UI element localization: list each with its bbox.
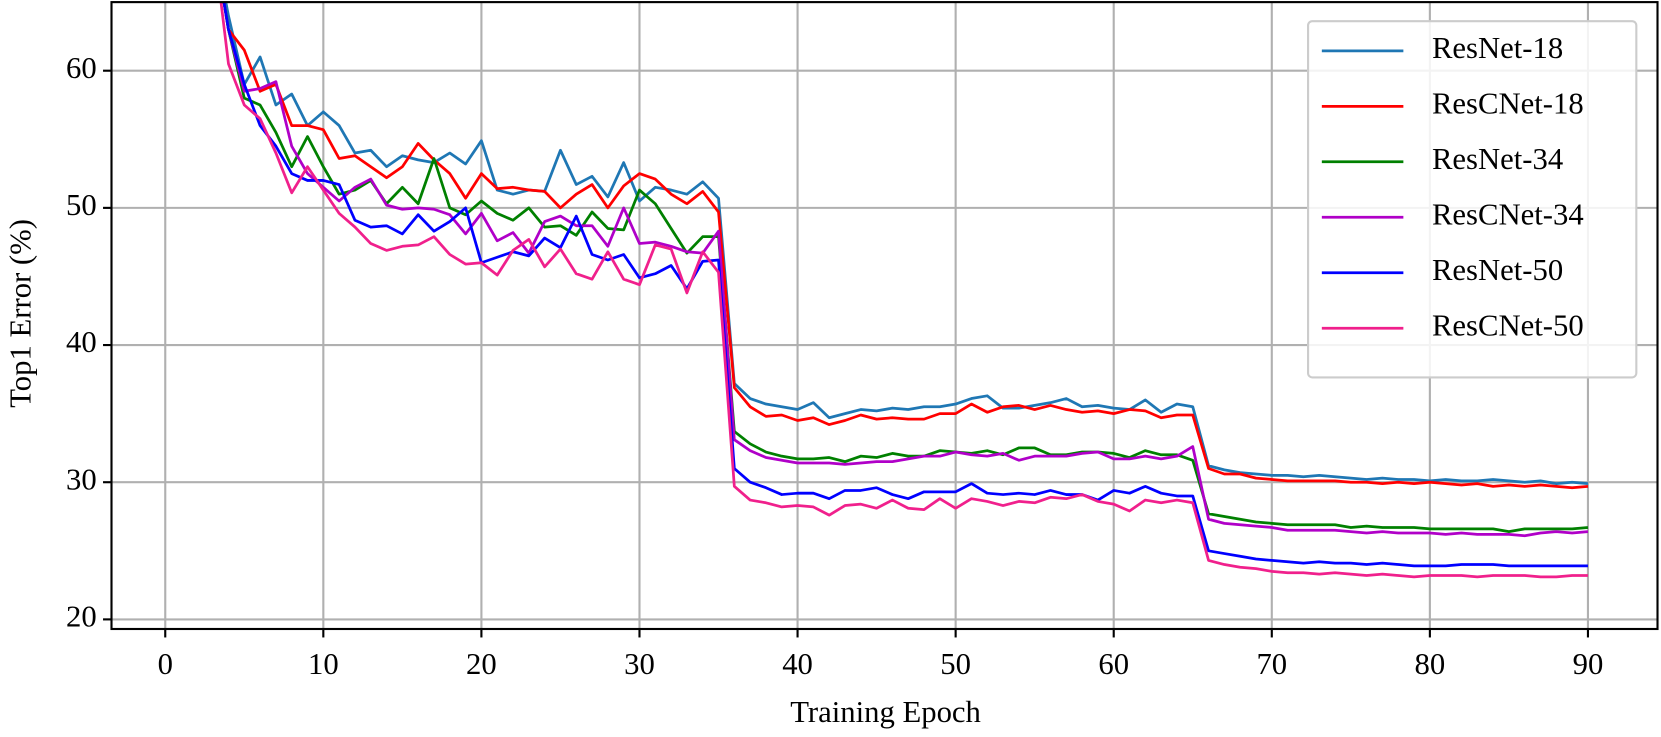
series-line	[222, 2, 1589, 533]
x-tick-label: 0	[158, 647, 173, 681]
legend-box	[1307, 20, 1638, 379]
x-tick-label: 10	[308, 647, 339, 681]
y-axis-label: Top1 Error (%)	[4, 219, 38, 408]
series-line	[222, 2, 1589, 490]
series-line	[219, 2, 1588, 579]
y-tick-label: 20	[66, 599, 97, 633]
legend-label: ResNet-18	[1432, 31, 1563, 65]
x-tick-label: 30	[624, 647, 655, 681]
x-tick-label: 80	[1415, 647, 1446, 681]
x-tick-label: 20	[466, 647, 497, 681]
x-axis-label: Training Epoch	[790, 695, 981, 729]
x-tick-label: 40	[782, 647, 813, 681]
y-tick-label: 40	[66, 325, 97, 359]
series-line	[222, 2, 1589, 538]
y-tick-label: 60	[66, 51, 97, 85]
x-tick-label: 50	[940, 647, 971, 681]
legend-label: ResCNet-18	[1432, 86, 1584, 120]
x-tick-label: 90	[1573, 647, 1604, 681]
x-tick-label: 60	[1098, 647, 1129, 681]
series-line	[224, 2, 1589, 485]
y-tick-label: 30	[66, 462, 97, 496]
x-tick-label: 70	[1256, 647, 1287, 681]
series-line	[222, 2, 1588, 568]
legend-label: ResCNet-34	[1432, 197, 1584, 231]
legend-label: ResCNet-50	[1432, 308, 1584, 342]
legend-label: ResNet-34	[1432, 142, 1563, 176]
legend-label: ResNet-50	[1432, 253, 1563, 287]
y-tick-label: 50	[66, 188, 97, 222]
plot-frame	[110, 1, 1659, 631]
